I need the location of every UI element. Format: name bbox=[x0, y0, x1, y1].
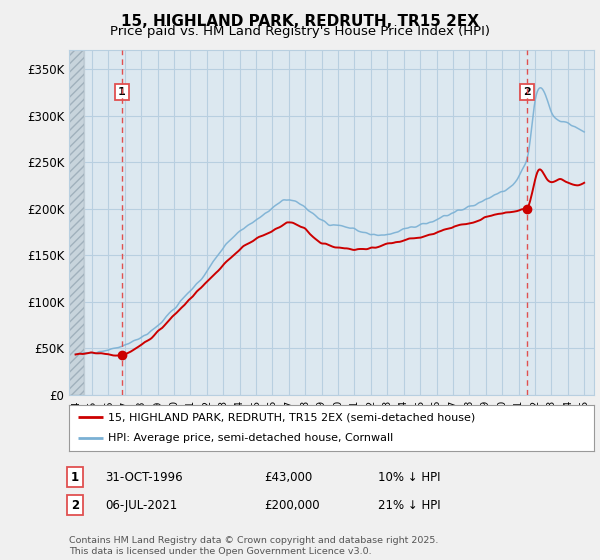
Text: £200,000: £200,000 bbox=[264, 498, 320, 512]
Text: 2: 2 bbox=[523, 87, 531, 97]
Text: Contains HM Land Registry data © Crown copyright and database right 2025.
This d: Contains HM Land Registry data © Crown c… bbox=[69, 536, 439, 556]
Text: 15, HIGHLAND PARK, REDRUTH, TR15 2EX (semi-detached house): 15, HIGHLAND PARK, REDRUTH, TR15 2EX (se… bbox=[109, 412, 476, 422]
Text: 15, HIGHLAND PARK, REDRUTH, TR15 2EX: 15, HIGHLAND PARK, REDRUTH, TR15 2EX bbox=[121, 14, 479, 29]
Text: 2: 2 bbox=[71, 498, 79, 512]
Text: 31-OCT-1996: 31-OCT-1996 bbox=[105, 470, 182, 484]
Text: 1: 1 bbox=[118, 87, 126, 97]
Text: 1: 1 bbox=[71, 470, 79, 484]
Text: £43,000: £43,000 bbox=[264, 470, 312, 484]
Text: Price paid vs. HM Land Registry's House Price Index (HPI): Price paid vs. HM Land Registry's House … bbox=[110, 25, 490, 38]
Text: 21% ↓ HPI: 21% ↓ HPI bbox=[378, 498, 440, 512]
Bar bbox=[67, 50, 84, 395]
Text: HPI: Average price, semi-detached house, Cornwall: HPI: Average price, semi-detached house,… bbox=[109, 433, 394, 444]
Text: 06-JUL-2021: 06-JUL-2021 bbox=[105, 498, 177, 512]
Text: 10% ↓ HPI: 10% ↓ HPI bbox=[378, 470, 440, 484]
